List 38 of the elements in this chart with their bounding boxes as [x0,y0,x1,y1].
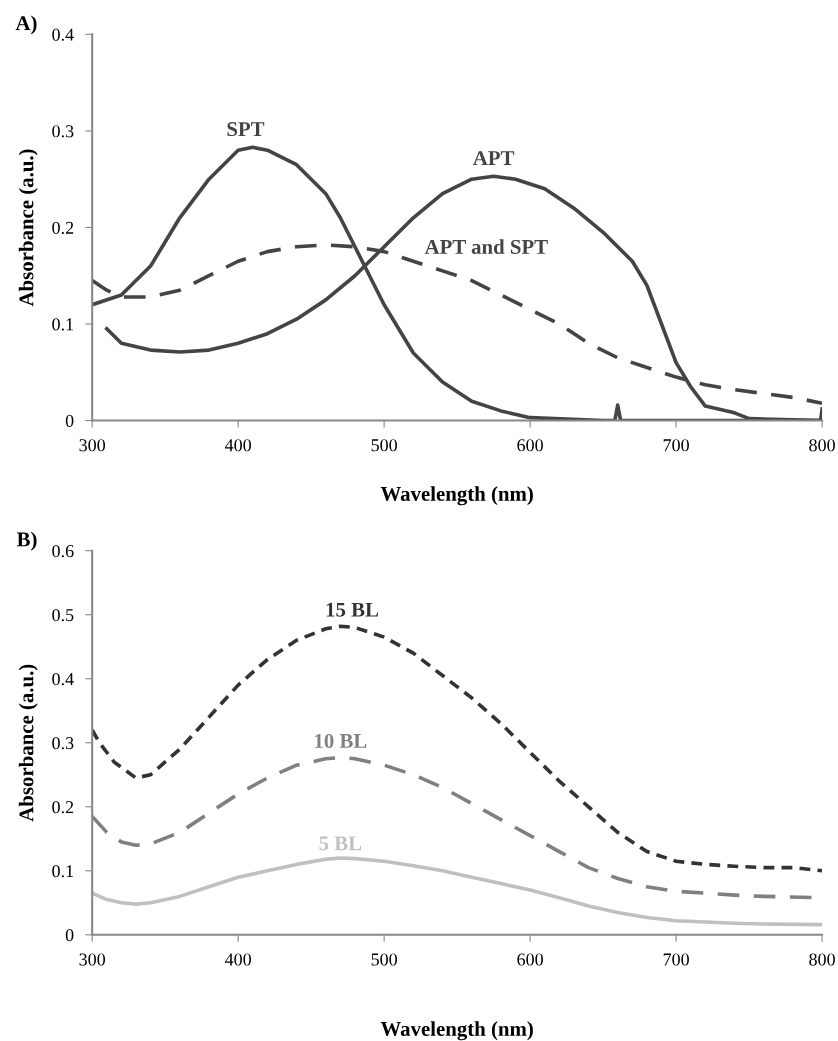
series-label: APT and SPT [424,239,548,254]
line-series [92,624,823,873]
y-tick-label: 0.6 [52,544,74,558]
chart-title: A) [15,15,37,35]
x-tick-label: 500 [371,439,397,452]
y-tick-label: 0 [65,929,74,942]
x-tick-label: 700 [663,439,689,452]
y-tick-label: 0.5 [52,608,74,622]
x-tick-label: 700 [663,953,689,966]
y-tick-label: 0.2 [52,221,74,234]
x-tick-label: 400 [224,439,252,452]
series-label: 15 BL [326,602,379,617]
series-label: SPT [227,122,265,137]
y-tick-label: 0.3 [52,737,74,750]
y-tick-label: 0.2 [52,801,74,814]
y-tick-label: 0.4 [52,672,74,686]
y-tick-label: 0.3 [52,125,74,138]
x-tick-label: 400 [224,953,252,966]
line-series [92,856,823,927]
series-label: APT [473,151,515,165]
x-tick-label: 300 [79,439,106,452]
y-axis-title: Absorbance (a.u.) [18,664,38,822]
y-tick-label: 0.1 [52,318,74,331]
x-tick-label: 300 [79,953,106,966]
x-axis-title: Wavelength (nm) [380,1021,533,1041]
y-tick-label: 0 [65,414,74,428]
x-axis-title: Wavelength (nm) [380,486,533,506]
y-tick-label: 0.4 [52,28,74,41]
x-tick-label: 600 [517,439,543,452]
x-tick-label: 600 [517,953,543,966]
x-tick-label: 500 [371,953,397,966]
series-label: 5 BL [319,836,362,851]
chart-title: B) [16,531,37,551]
y-axis-title: Absorbance (a.u.) [18,149,38,307]
x-tick-label: 800 [809,953,835,966]
x-tick-label: 800 [809,439,835,452]
series-label: 10 BL [315,733,367,748]
y-tick-label: 0.1 [52,865,74,878]
